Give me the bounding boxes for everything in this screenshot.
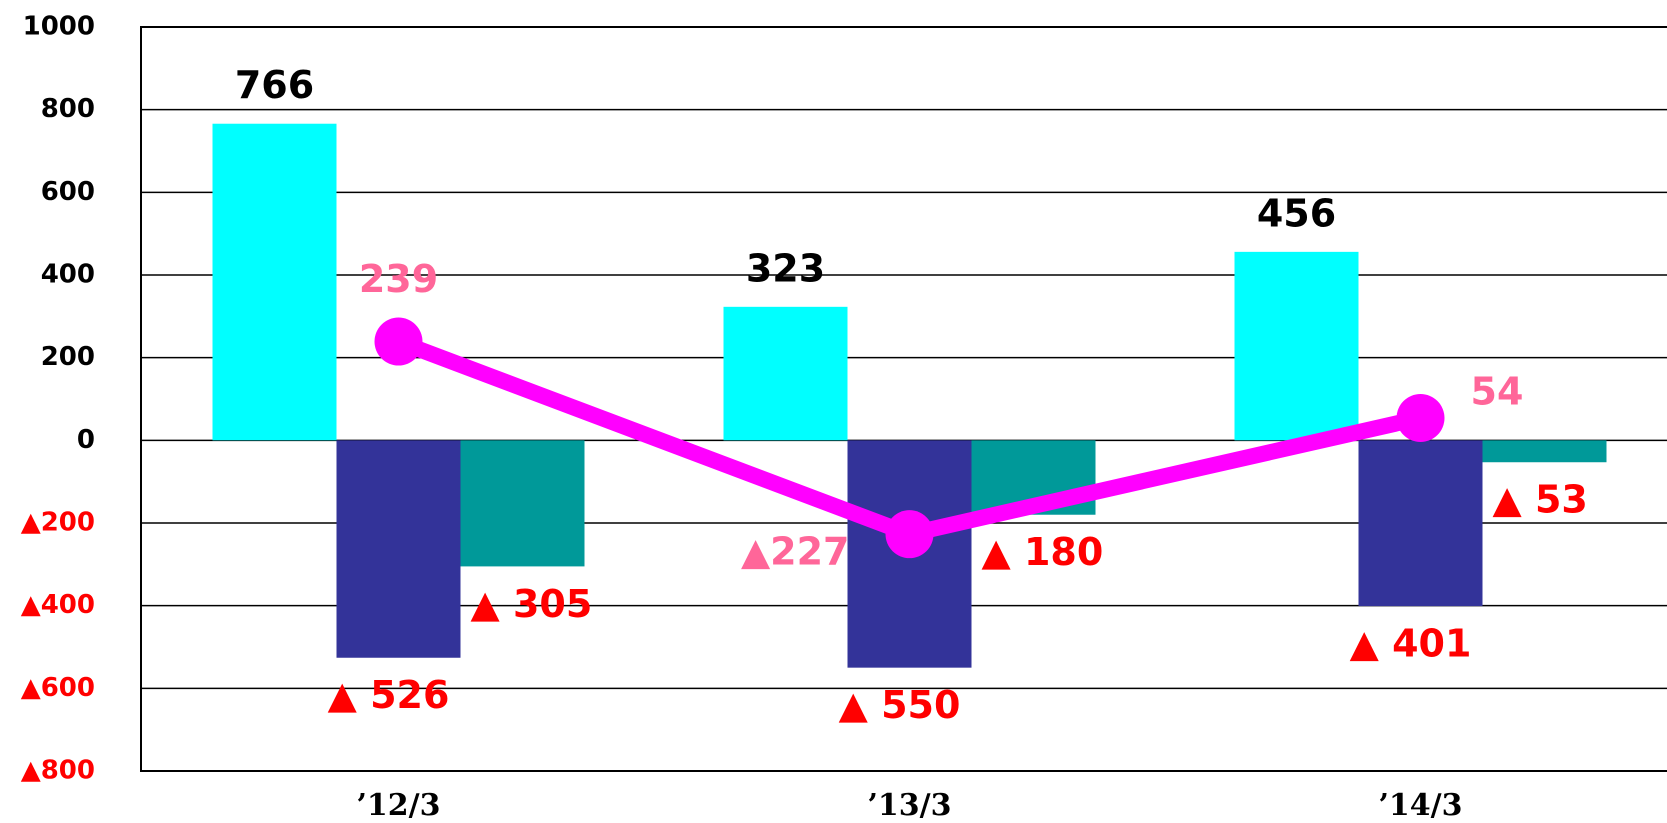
- bar: [336, 440, 461, 658]
- data-label: 54: [1471, 370, 1524, 414]
- data-label: ▲ 526: [328, 673, 450, 717]
- y-tick-label: ▲400: [21, 590, 95, 620]
- data-label: 456: [1257, 191, 1336, 235]
- y-tick-label: ▲200: [21, 508, 95, 538]
- y-tick-label: ▲600: [21, 673, 95, 703]
- x-tick-label: ’13/3: [867, 788, 951, 823]
- bar: [723, 306, 848, 441]
- data-label: 239: [359, 257, 438, 301]
- y-tick-label: 800: [41, 94, 95, 124]
- line-marker: [1396, 394, 1445, 443]
- y-tick-label: 1000: [23, 12, 95, 42]
- y-tick-label: 400: [41, 260, 95, 290]
- y-tick-label: ▲800: [21, 756, 95, 786]
- data-label: 766: [235, 63, 314, 107]
- data-label: ▲ 305: [471, 582, 593, 626]
- bar: [460, 440, 585, 567]
- x-tick-label: ’14/3: [1378, 788, 1462, 823]
- y-tick-label: 600: [41, 177, 95, 207]
- x-tick-label: ’12/3: [356, 788, 440, 823]
- bar: [1358, 440, 1483, 607]
- plot-frame: [140, 26, 1667, 772]
- data-label: 323: [746, 246, 825, 290]
- bar: [212, 123, 337, 441]
- line-marker: [885, 510, 934, 559]
- data-label: ▲227: [741, 530, 850, 574]
- bar: [1234, 251, 1359, 441]
- data-label: ▲ 180: [982, 530, 1104, 574]
- data-label: ▲ 401: [1350, 622, 1472, 666]
- data-label: ▲ 550: [839, 683, 961, 727]
- data-label: ▲ 53: [1493, 478, 1588, 522]
- bar: [1482, 440, 1607, 463]
- y-tick-label: 0: [77, 425, 95, 455]
- line-marker: [374, 317, 423, 366]
- y-tick-label: 200: [41, 342, 95, 372]
